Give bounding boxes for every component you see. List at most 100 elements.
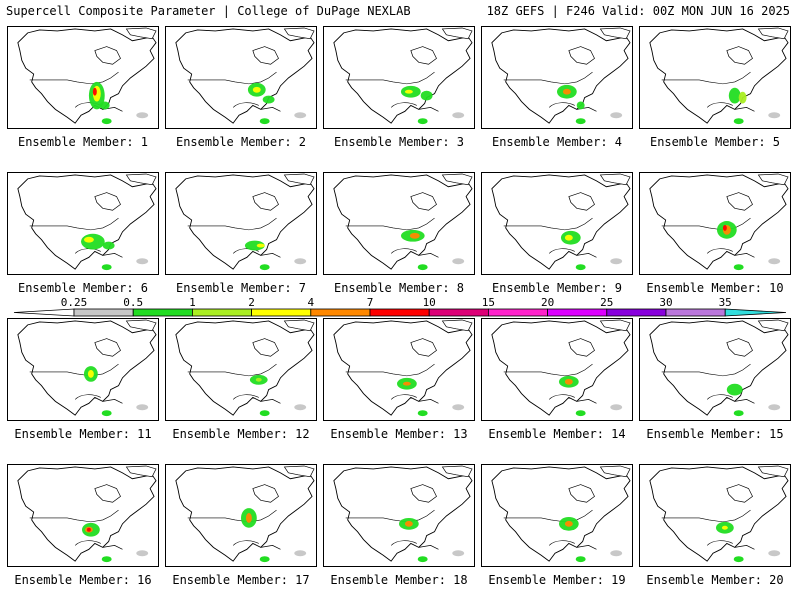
gulf-coast xyxy=(390,394,417,400)
hudson-bay xyxy=(568,484,595,503)
scp-contour xyxy=(733,118,744,125)
north-america-map xyxy=(333,27,473,125)
caribbean-islands xyxy=(576,399,597,404)
map-panel xyxy=(323,318,475,421)
us-canada-border xyxy=(503,217,593,231)
scp-contour xyxy=(417,410,428,417)
scp-contour xyxy=(86,527,91,532)
caribbean-islands xyxy=(576,545,597,550)
scp-contour xyxy=(575,410,586,417)
scp-contour xyxy=(409,232,420,239)
caribbean-islands xyxy=(418,107,439,112)
us-canada-border xyxy=(345,71,435,85)
north-america-map xyxy=(491,319,631,417)
gulf-coast xyxy=(548,394,575,400)
scp-contour xyxy=(564,378,573,385)
north-america-map xyxy=(649,465,789,563)
caribbean-islands xyxy=(102,399,123,404)
colorbar-tick-label: 10 xyxy=(423,296,436,309)
greenland-coast xyxy=(283,173,315,186)
scp-contour xyxy=(722,224,727,231)
colorbar-swatch xyxy=(606,308,667,317)
map-panel xyxy=(481,318,633,421)
us-canada-border xyxy=(29,509,119,523)
caribbean-islands xyxy=(260,399,281,404)
scp-contour xyxy=(259,556,270,563)
us-canada-border xyxy=(661,363,751,377)
colorbar-tick-label: 0.25 xyxy=(61,296,88,309)
gulf-coast xyxy=(390,248,417,254)
north-america-map xyxy=(649,319,789,417)
colorbar-swatch xyxy=(132,308,193,317)
colorbar-swatch xyxy=(665,308,726,317)
coastline xyxy=(333,28,473,124)
hudson-bay xyxy=(726,338,753,357)
scp-contour xyxy=(768,112,781,119)
run-info: 18Z GEFS | F246 Valid: 00Z MON JUN 16 20… xyxy=(486,4,790,18)
us-canada-border xyxy=(503,71,593,85)
scp-contour xyxy=(575,118,586,125)
north-america-map xyxy=(17,173,157,271)
scp-contour xyxy=(768,258,781,265)
caribbean-islands xyxy=(260,545,281,550)
scp-contour xyxy=(136,550,149,557)
scp-contour xyxy=(101,264,112,271)
scp-contour xyxy=(417,118,428,125)
us-canada-border xyxy=(345,363,435,377)
scp-contour xyxy=(733,556,744,563)
colorbar-tick-label: 20 xyxy=(541,296,554,309)
caribbean-islands xyxy=(576,253,597,258)
scp-contour xyxy=(562,88,571,95)
map-panel xyxy=(639,318,791,421)
map-panel xyxy=(165,26,317,129)
scp-contour xyxy=(245,513,252,523)
map-panel xyxy=(165,172,317,275)
scp-contour xyxy=(452,258,465,265)
scp-contour xyxy=(564,520,573,527)
gulf-coast xyxy=(706,102,733,108)
hudson-bay xyxy=(252,484,279,503)
scp-contour xyxy=(726,383,743,396)
caribbean-islands xyxy=(418,253,439,258)
us-canada-border xyxy=(503,363,593,377)
north-america-map xyxy=(17,319,157,417)
colorbar-tick-label: 2 xyxy=(248,296,255,309)
colorbar-tick-label: 35 xyxy=(719,296,732,309)
ensemble-member-label: Ensemble Member: 9 xyxy=(491,281,623,295)
coastline xyxy=(17,28,157,124)
scp-contour xyxy=(87,369,94,378)
hudson-bay xyxy=(252,192,279,211)
hudson-bay xyxy=(410,338,437,357)
page-title: Supercell Composite Parameter | College … xyxy=(6,4,411,18)
gulf-coast xyxy=(232,248,259,254)
greenland-coast xyxy=(599,319,631,332)
gulf-coast xyxy=(706,248,733,254)
greenland-coast xyxy=(441,319,473,332)
coastline xyxy=(491,466,631,562)
gulf-coast xyxy=(74,248,101,254)
scp-contour xyxy=(452,550,465,557)
gulf-coast xyxy=(548,102,575,108)
ensemble-member-label: Ensemble Member: 14 xyxy=(488,427,626,441)
us-canada-border xyxy=(29,217,119,231)
scp-contour xyxy=(256,243,265,248)
north-america-map xyxy=(175,27,315,125)
us-canada-border xyxy=(187,363,277,377)
north-america-map xyxy=(649,27,789,125)
colorbar-tick-label: 15 xyxy=(482,296,495,309)
caribbean-islands xyxy=(734,399,755,404)
map-panel xyxy=(7,172,159,275)
scp-contour xyxy=(452,112,465,119)
scp-contour xyxy=(252,86,261,93)
coastline xyxy=(649,174,789,270)
ensemble-member-label: Ensemble Member: 16 xyxy=(14,573,152,587)
hudson-bay xyxy=(568,46,595,65)
gulf-coast xyxy=(232,102,259,108)
coastline xyxy=(333,466,473,562)
ensemble-member-label: Ensemble Member: 15 xyxy=(646,427,784,441)
scp-contour xyxy=(92,87,97,96)
hudson-bay xyxy=(726,192,753,211)
caribbean-islands xyxy=(102,545,123,550)
scp-contour xyxy=(452,404,465,411)
greenland-coast xyxy=(441,27,473,40)
